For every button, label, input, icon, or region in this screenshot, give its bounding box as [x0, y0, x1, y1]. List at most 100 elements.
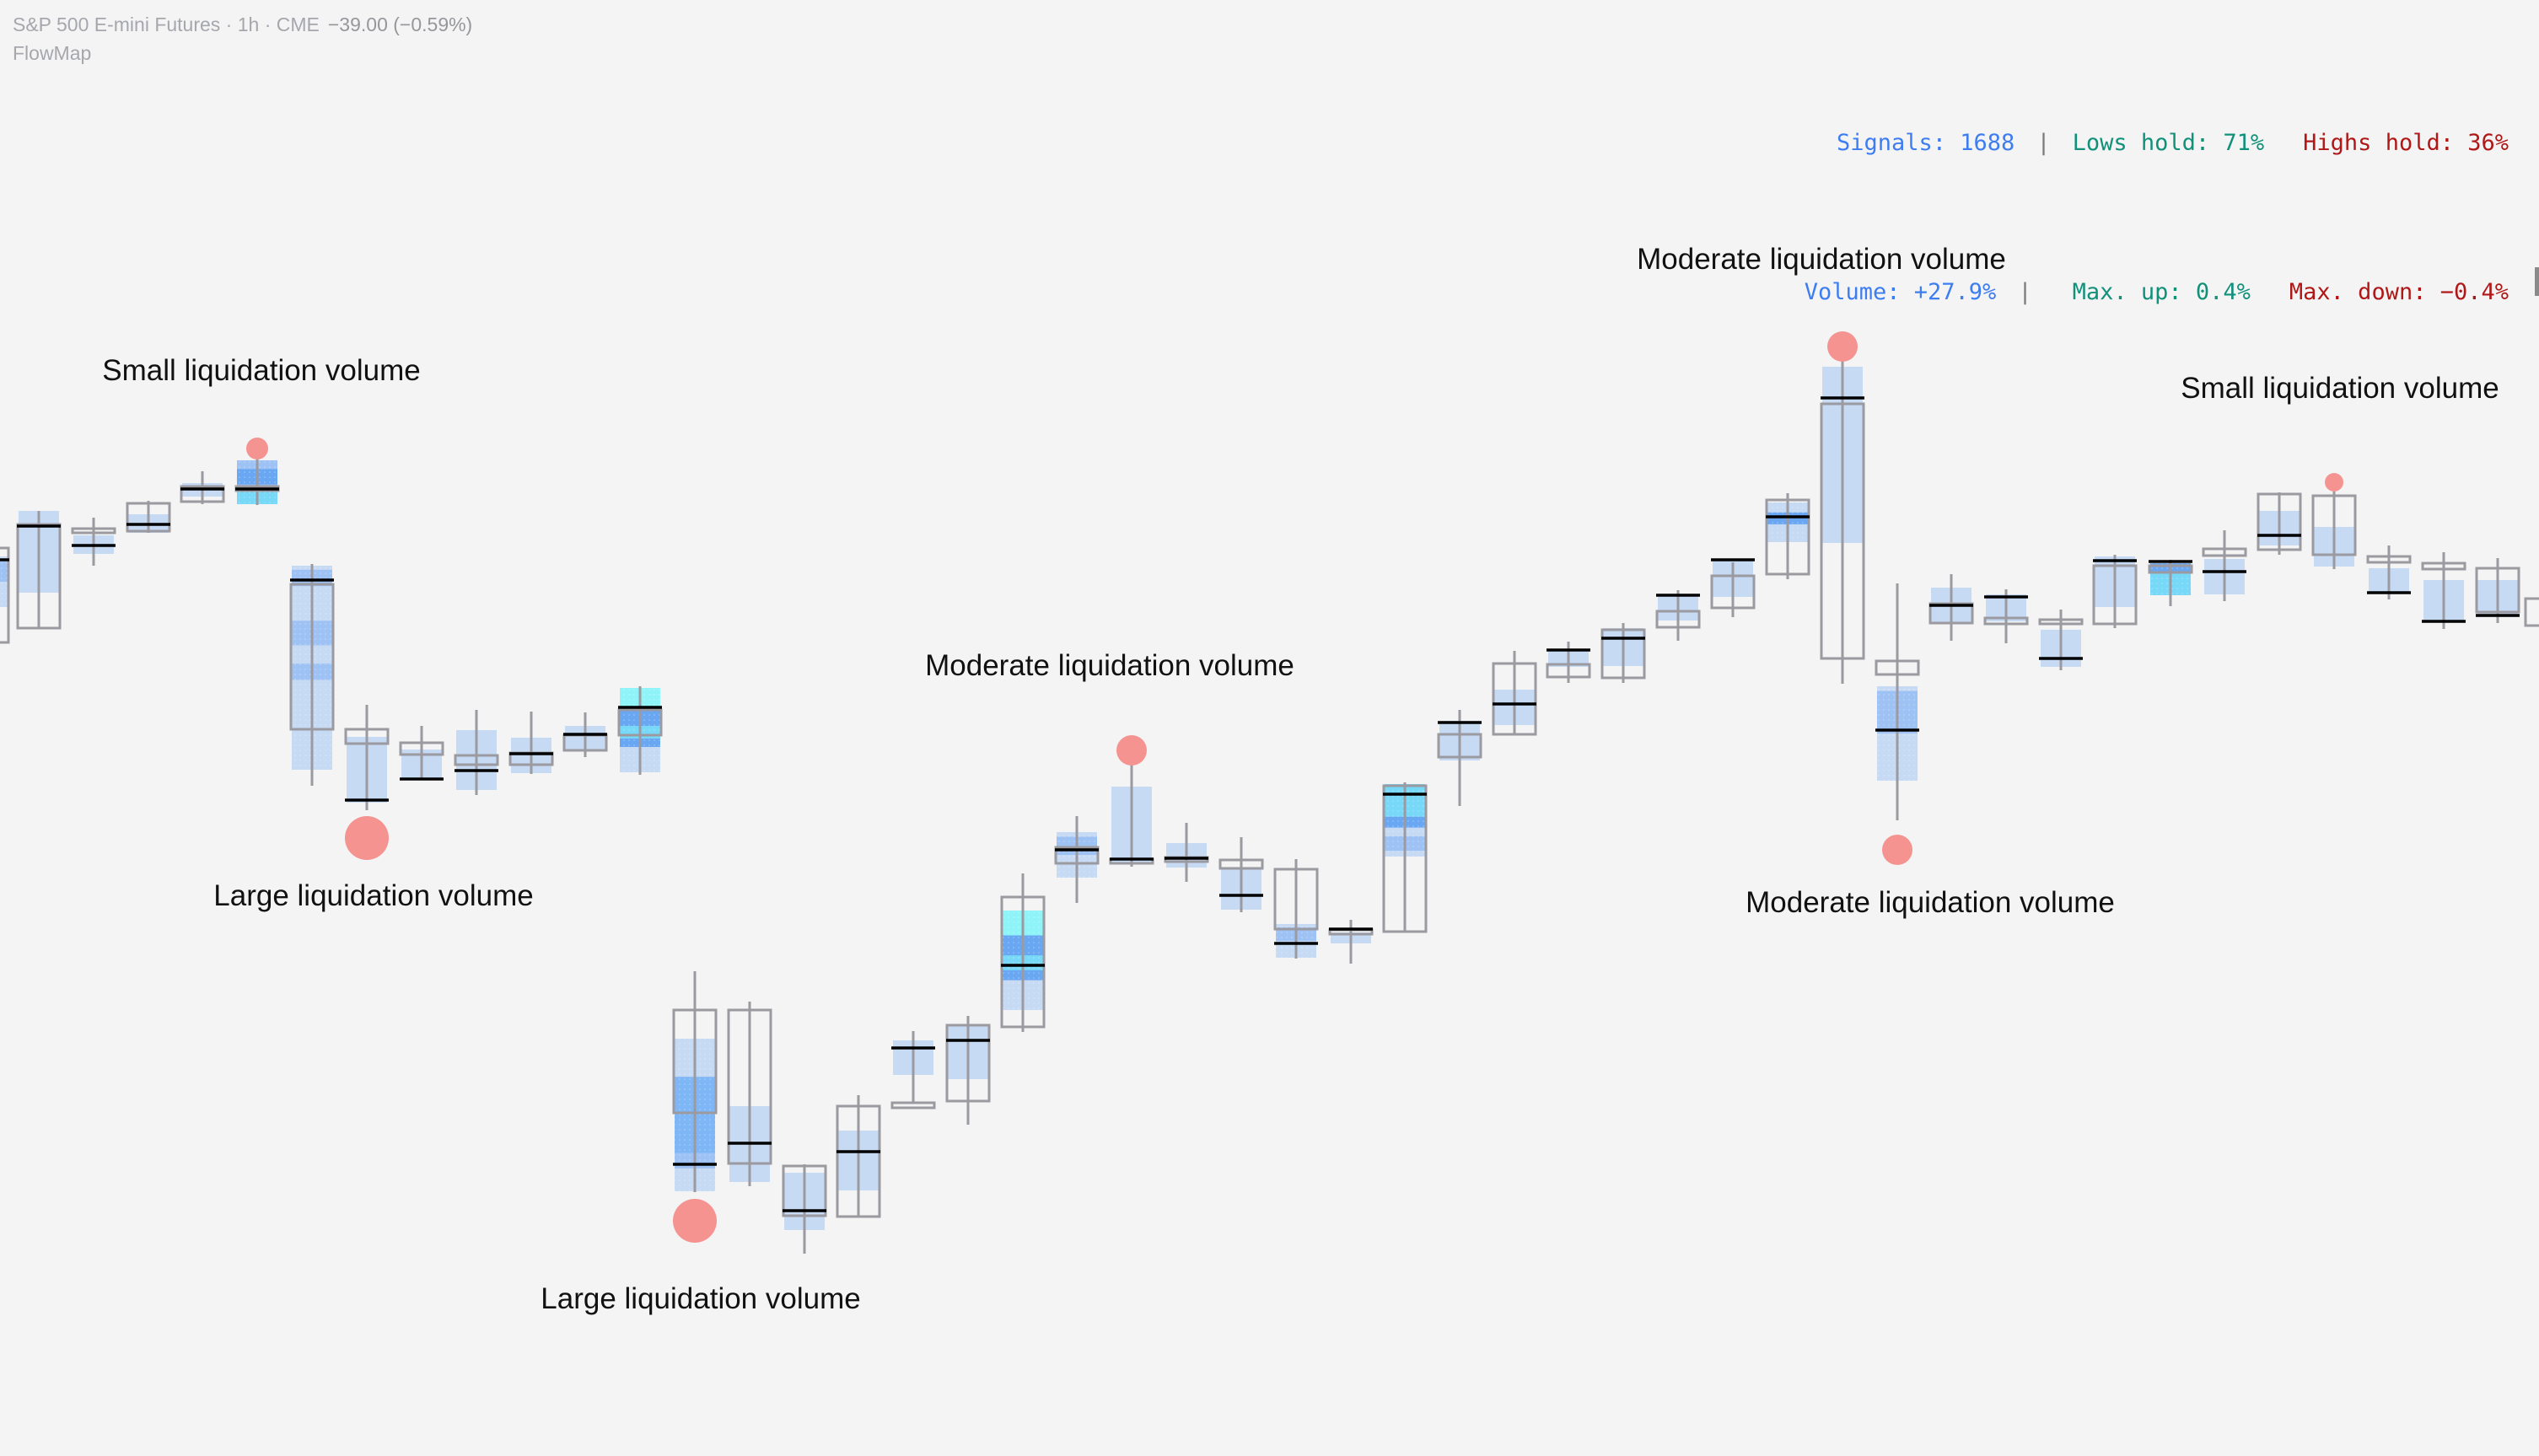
candle [890, 1031, 936, 1109]
liquidation-annotation: Moderate liquidation volume [925, 649, 1294, 682]
candle [234, 438, 280, 505]
candle [1000, 873, 1046, 1032]
candle [1820, 331, 1865, 684]
candle-body [2148, 564, 2193, 574]
liquidation-annotation: Large liquidation volume [213, 879, 534, 912]
instrument-title: S&P 500 E-mini Futures · 1h · CME [13, 13, 320, 35]
price-change: −39.00 (−0.59%) [327, 13, 473, 35]
candle [454, 710, 499, 795]
candle-body [2202, 547, 2247, 557]
candle [1928, 574, 1974, 641]
candle [1983, 589, 2029, 643]
candle [782, 1164, 827, 1254]
candles-layer [0, 331, 2539, 1254]
candle [1437, 710, 1482, 806]
candle [1546, 642, 1591, 683]
candle-body [2421, 561, 2466, 571]
candle-body [0, 546, 10, 644]
liquidation-dot [246, 438, 268, 459]
candle [945, 1016, 991, 1125]
candle-body [1437, 733, 1482, 759]
candle-body [2366, 555, 2412, 564]
candle [2311, 473, 2357, 569]
liquidation-dot [1116, 735, 1147, 766]
candle [562, 712, 608, 757]
candle [344, 705, 390, 860]
liquidation-annotation: Moderate liquidation volume [1637, 243, 2006, 276]
candle-body [71, 527, 116, 535]
candle-body [16, 523, 62, 630]
candle-body [945, 1023, 991, 1103]
liquidation-annotation: Small liquidation volume [2181, 372, 2499, 405]
liquidation-dot [345, 816, 389, 860]
candle [2092, 555, 2138, 628]
candle [16, 511, 62, 630]
candle-body [727, 1008, 772, 1165]
candle [1054, 816, 1100, 903]
candle [2366, 545, 2412, 599]
candle [1600, 623, 1646, 683]
candle-body [454, 754, 499, 766]
liquidation-annotation: Large liquidation volume [541, 1282, 861, 1315]
candle [836, 1095, 881, 1218]
price-scale-handle[interactable] [2535, 267, 2539, 296]
volume-stat: Volume: +27.9% [1804, 279, 1997, 305]
max-down-stat: Max. down: −0.4% [2289, 279, 2509, 305]
candle-body [1820, 402, 1865, 660]
candle [617, 686, 663, 775]
liquidation-annotation: Small liquidation volume [102, 354, 421, 387]
stats-separator: | [2018, 279, 2032, 305]
volume-band-texture [0, 556, 8, 607]
candle [1875, 583, 1920, 865]
candle [0, 546, 10, 644]
candle [289, 564, 335, 786]
candle-body [1382, 784, 1428, 933]
candle [1273, 859, 1319, 959]
candle-body [2524, 597, 2539, 627]
candle-body [1710, 574, 1756, 610]
candle-body [1218, 858, 1264, 870]
candle-body [2475, 567, 2520, 614]
candle [399, 726, 444, 781]
signals-count: Signals: 1688 [1836, 130, 2015, 156]
candle [1218, 837, 1264, 912]
candle [1710, 558, 1756, 617]
candle-body [617, 708, 663, 737]
candle-body [289, 583, 335, 731]
candle [672, 971, 718, 1243]
candle-body [2257, 492, 2302, 551]
candle [2148, 560, 2193, 606]
candle-body [1546, 663, 1591, 679]
liquidation-annotation: Moderate liquidation volume [1746, 886, 2115, 919]
candle-body [782, 1164, 827, 1217]
candle [2421, 552, 2466, 629]
candle [2257, 492, 2302, 555]
candle-body [2038, 618, 2084, 626]
candle [1492, 651, 1537, 736]
candle-body [1655, 610, 1701, 629]
candle-body [399, 741, 444, 756]
candle [2038, 610, 2084, 670]
max-up-stat: Max. up: 0.4% [2072, 279, 2251, 305]
candle [2475, 558, 2520, 623]
candle [126, 501, 171, 533]
candle-body [1492, 662, 1537, 736]
candle-body [1273, 868, 1319, 931]
signal-stats-panel: Signals: 1688 | Lows hold: 71% Highs hol… [1805, 19, 2509, 367]
stats-separator: | [2036, 130, 2051, 156]
candle [508, 712, 554, 774]
candle [727, 1002, 772, 1186]
candle-body [2311, 494, 2357, 556]
candle-body [836, 1104, 881, 1218]
candle-body [1875, 659, 1920, 676]
candle-body [1054, 846, 1100, 865]
candle [1382, 782, 1428, 933]
candle [71, 518, 116, 566]
candle [2202, 530, 2247, 601]
candle [1164, 823, 1209, 882]
candle-body [1600, 628, 1646, 680]
candle [1655, 590, 1701, 641]
highs-hold-stat: Highs hold: 36% [2303, 130, 2509, 156]
candle-body [672, 1008, 718, 1115]
